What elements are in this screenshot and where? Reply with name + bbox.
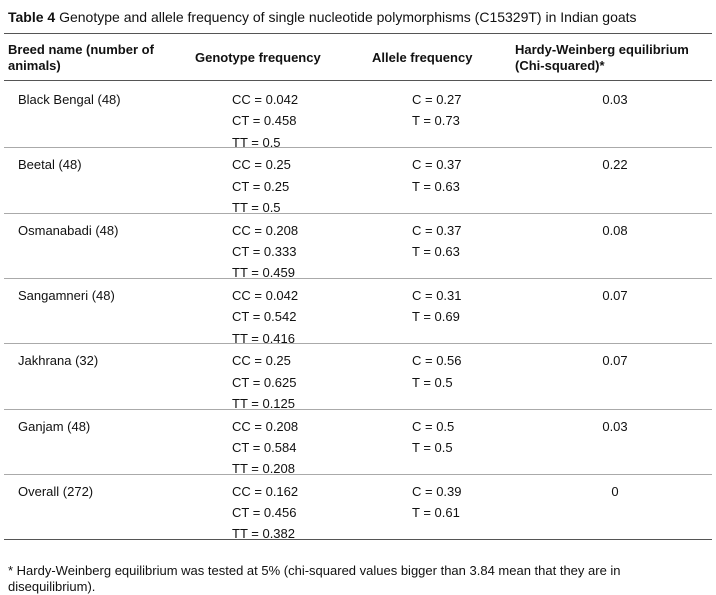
rule bbox=[4, 408, 712, 410]
allele-cell: T = 0.5 bbox=[412, 374, 453, 390]
genotype-cell: CC = 0.162 bbox=[232, 483, 299, 499]
genotype-cell: CC = 0.042 bbox=[232, 92, 299, 107]
caption: Table 4 Genotype and allele frequency of… bbox=[8, 9, 637, 25]
allele-cell: T = 0.69 bbox=[412, 309, 460, 325]
column-header: Breed name (number of animals) bbox=[8, 42, 154, 73]
hwe-cell: 0.08 bbox=[602, 222, 628, 238]
genotype-cell: CC = 0.25 bbox=[232, 157, 291, 173]
rule bbox=[4, 212, 712, 214]
allele-cell: C = 0.56 bbox=[412, 353, 462, 369]
allele-cell: T = 0.63 bbox=[412, 178, 460, 194]
genotype-cell: CT = 0.456 bbox=[232, 505, 297, 521]
allele-cell: C = 0.27 bbox=[412, 92, 462, 107]
allele-cell: C = 0.5 bbox=[412, 418, 455, 434]
allele-cell: T = 0.63 bbox=[412, 243, 460, 259]
genotype-cell: CC = 0.208 bbox=[232, 418, 299, 434]
allele-cell: C = 0.37 bbox=[412, 157, 462, 173]
column-header: Genotype frequency bbox=[195, 50, 321, 65]
hwe-cell: 0.03 bbox=[602, 418, 628, 434]
breed-cell: Ganjam (48) bbox=[18, 418, 91, 434]
genotype-cell: CT = 0.25 bbox=[232, 178, 290, 194]
allele-cell: T = 0.61 bbox=[412, 505, 460, 521]
genotype-cell: TT = 0.416 bbox=[232, 330, 295, 346]
genotype-cell: CT = 0.458 bbox=[232, 113, 297, 129]
column-header: Allele frequency bbox=[372, 50, 473, 65]
allele-cell: T = 0.73 bbox=[412, 113, 460, 129]
genotype-cell: CC = 0.208 bbox=[232, 222, 299, 238]
hwe-cell: 0.07 bbox=[602, 287, 628, 303]
breed-cell: Jakhrana (32) bbox=[18, 353, 99, 369]
breed-cell: Overall (272) bbox=[18, 483, 94, 499]
rule bbox=[4, 277, 712, 279]
genotype-cell: CT = 0.542 bbox=[232, 309, 297, 325]
rule bbox=[4, 343, 712, 345]
genotype-cell: TT = 0.208 bbox=[232, 461, 295, 477]
footnote: * Hardy-Weinberg equilibrium was tested … bbox=[8, 563, 621, 594]
rule bbox=[4, 80, 712, 81]
genotype-cell: TT = 0.125 bbox=[232, 395, 295, 411]
allele-cell: T = 0.5 bbox=[412, 439, 453, 455]
genotype-cell: CT = 0.625 bbox=[232, 374, 297, 390]
rule bbox=[4, 33, 712, 34]
breed-cell: Osmanabadi (48) bbox=[18, 222, 119, 238]
genotype-cell: TT = 0.5 bbox=[232, 199, 281, 215]
allele-cell: C = 0.39 bbox=[412, 483, 462, 499]
genotype-cell: CT = 0.333 bbox=[232, 243, 297, 259]
genotype-cell: TT = 0.382 bbox=[232, 526, 295, 542]
allele-cell: C = 0.37 bbox=[412, 222, 462, 238]
breed-cell: Black Bengal (48) bbox=[18, 92, 121, 107]
rule bbox=[4, 473, 712, 475]
hwe-cell: 0 bbox=[611, 483, 619, 499]
allele-cell: C = 0.31 bbox=[412, 287, 462, 303]
breed-cell: Beetal (48) bbox=[18, 157, 82, 173]
genotype-cell: CC = 0.042 bbox=[232, 287, 299, 303]
rule bbox=[4, 539, 712, 541]
genotype-cell: CC = 0.25 bbox=[232, 353, 291, 369]
genotype-cell: TT = 0.5 bbox=[232, 134, 281, 150]
rule bbox=[4, 147, 712, 149]
genotype-cell: TT = 0.459 bbox=[232, 265, 295, 281]
hwe-cell: 0.22 bbox=[602, 157, 628, 173]
caption-label: Table 4 bbox=[8, 9, 56, 25]
hwe-cell: 0.07 bbox=[602, 353, 628, 369]
hwe-cell: 0.03 bbox=[602, 92, 628, 107]
column-header: Hardy-Weinberg equilibrium (Chi-squared)… bbox=[515, 42, 689, 73]
breed-cell: Sangamneri (48) bbox=[18, 287, 115, 303]
genotype-cell: CT = 0.584 bbox=[232, 439, 297, 455]
caption-text: Genotype and allele frequency of single … bbox=[59, 9, 637, 25]
